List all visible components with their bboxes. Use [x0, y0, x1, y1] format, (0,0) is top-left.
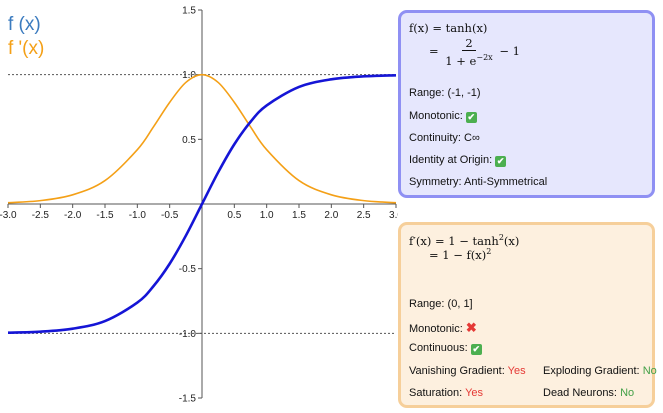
cross-icon: ✖: [465, 320, 477, 335]
x-tick-label: 1.0: [260, 210, 274, 221]
y-tick-label: -0.5: [179, 264, 197, 275]
x-tick-label: -3.0: [0, 210, 17, 221]
monotonic-row: Monotonic: ✔: [409, 110, 477, 123]
function-plot: -3.0 -2.5 -2.0 -1.5 -1.0 -0.5 0.5 1.0 1.5 2.0 2.5 3…: [0, 6, 398, 405]
function-formula-line1: f(x) = tanh(x): [409, 21, 488, 35]
range-row: Range: (-1, -1): [409, 87, 481, 99]
identity-row: Identity at Origin: ✔: [409, 154, 507, 167]
continuity-row: Continuity: C∞: [409, 132, 480, 144]
derivative-properties-card: f′(x) = 1 − tanh2(x) = 1 − f(x)2 Range: …: [398, 222, 657, 408]
function-curve: [7, 74, 397, 334]
x-tick-label: -2.0: [64, 210, 82, 221]
derivative-curve: [7, 73, 397, 204]
x-tick-label: 2.5: [357, 210, 371, 221]
check-icon: ✔: [465, 112, 477, 123]
y-tick-label: -1.0: [179, 329, 197, 340]
derivative-monotonic-row: Monotonic: ✖: [409, 320, 477, 335]
x-tick-label: 0.5: [227, 210, 241, 221]
y-tick-label: -1.5: [179, 394, 197, 405]
vanishing-gradient-row: Vanishing Gradient: Yes: [409, 365, 526, 377]
continuous-row: Continuous: ✔: [409, 342, 482, 355]
check-icon: ✔: [495, 156, 507, 167]
dead-neurons-row: Dead Neurons: No: [543, 387, 635, 399]
function-properties-card: f(x) = tanh(x) = 2 1 + e−2x − 1 Range: (…: [398, 10, 655, 198]
check-icon: ✔: [470, 344, 482, 355]
x-tick-label: -1.0: [129, 210, 147, 221]
legend-derivative: f '(x): [8, 38, 45, 59]
x-tick-label: -2.5: [32, 210, 50, 221]
y-tick-label: 1.0: [182, 70, 196, 81]
derivative-range-row: Range: (0, 1]: [409, 298, 473, 310]
saturation-row: Saturation: Yes: [409, 387, 484, 399]
x-tick-label: -0.5: [161, 210, 179, 221]
exploding-gradient-row: Exploding Gradient: No: [543, 365, 657, 377]
derivative-formula-line2: = 1 − f(x)2: [429, 247, 492, 262]
x-tick-label: 1.5: [292, 210, 306, 221]
y-tick-label: 1.5: [182, 6, 196, 17]
function-formula-line2: = 2 1 + e−2x − 1: [429, 36, 520, 68]
legend-function: f (x): [8, 14, 41, 35]
x-tick-label: -1.5: [96, 210, 114, 221]
y-tick-label: 0.5: [182, 135, 196, 146]
x-tick-label: 2.0: [324, 210, 338, 221]
symmetry-row: Symmetry: Anti-Symmetrical: [409, 176, 548, 188]
x-tick-label: 3.0: [389, 210, 398, 221]
derivative-formula-line1: f′(x) = 1 − tanh2(x): [409, 233, 520, 248]
